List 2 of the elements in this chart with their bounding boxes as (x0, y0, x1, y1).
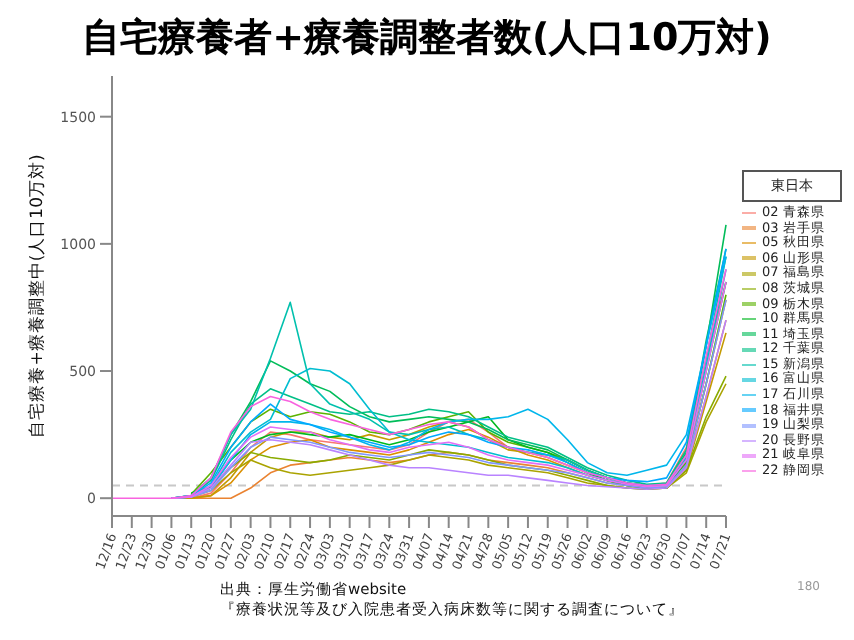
y-axis-title: 自宅療養+療養調整中(人口10万対) (26, 154, 49, 438)
chart-title: 自宅療養者+療養調整者数(人口10万対) (80, 14, 774, 64)
